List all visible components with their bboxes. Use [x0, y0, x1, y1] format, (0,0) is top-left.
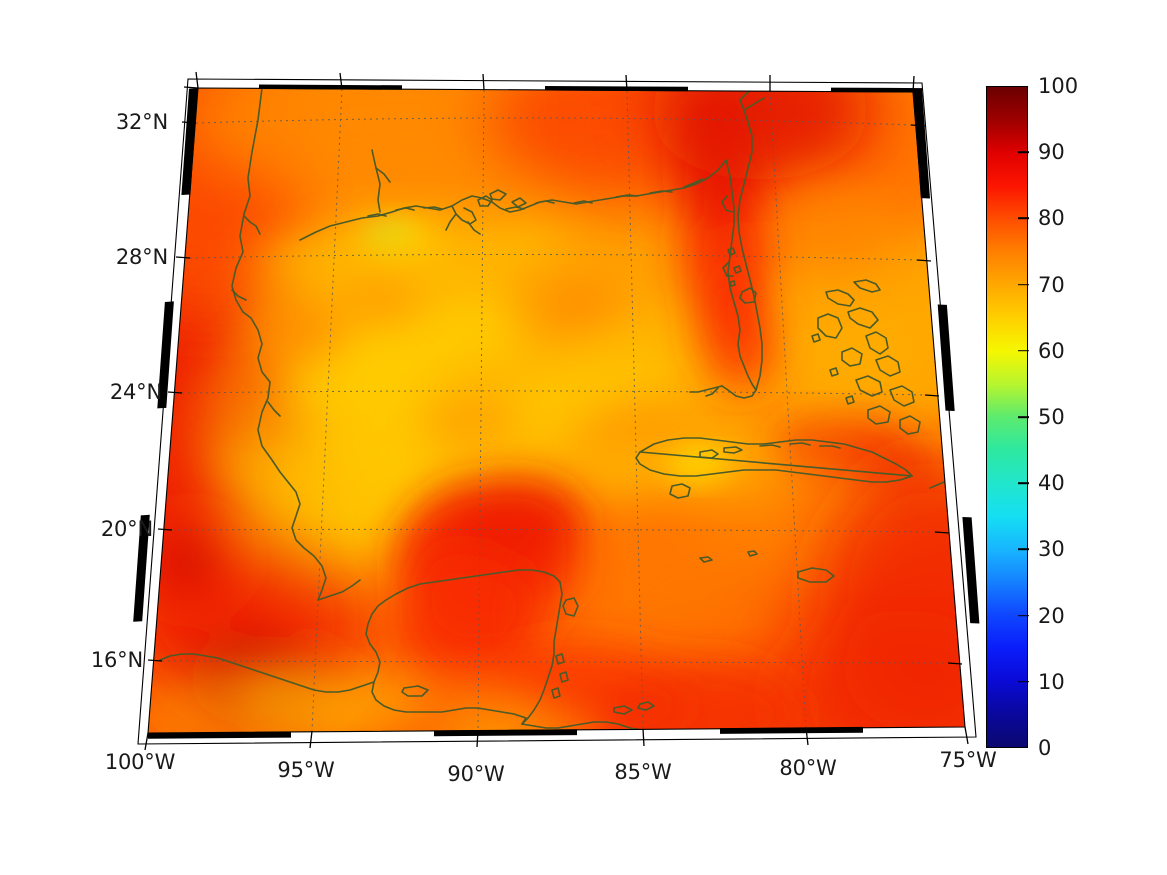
colorbar-tick-label-50: 50: [1038, 405, 1065, 429]
colorbar-tick-label-40: 40: [1038, 471, 1065, 496]
colorbar-tick-label-90: 90: [1038, 140, 1065, 165]
colorbar-tick-mark-90: [1018, 151, 1029, 153]
colorbar-tick-mark-60: [1018, 350, 1029, 352]
colorbar-tick-mark-50: [1018, 416, 1029, 418]
lon-tick-label-75w: 75°W: [939, 748, 997, 772]
lon-tick-label-90w: 90°W: [447, 762, 505, 786]
lon-tick-label-100w: 100°W: [104, 750, 176, 774]
lat-tick-label-20n: 20°N: [100, 517, 153, 541]
colorbar[interactable]: 100 90 80 70 60 50 40 30 20 10 0: [986, 74, 1078, 760]
map-canvas: [133, 71, 980, 751]
lat-tick-label-28n: 28°N: [115, 245, 168, 269]
colorbar-tick-label-60: 60: [1038, 338, 1065, 363]
lon-tick-label-80w: 80°W: [779, 756, 837, 780]
colorbar-tick-label-30: 30: [1038, 537, 1065, 562]
colorbar-tick-label-70: 70: [1038, 272, 1065, 297]
lon-tick-label-95w: 95°W: [277, 758, 335, 782]
colorbar-tick-label-80: 80: [1038, 206, 1065, 231]
lat-tick-label-16n: 16°N: [90, 648, 143, 672]
colorbar-tick-label-100: 100: [1038, 74, 1079, 98]
colorbar-tick-mark-70: [1018, 283, 1029, 286]
colorbar-tick-mark-80: [1018, 217, 1029, 220]
colorbar-tick-mark-20: [1018, 614, 1029, 617]
map-frame: [133, 71, 980, 751]
colorbar-tick-label-0: 0: [1038, 736, 1052, 760]
lon-tick-label-85w: 85°W: [614, 760, 672, 784]
colorbar-tick-mark-10: [1018, 681, 1029, 683]
colorbar-tick-label-10: 10: [1038, 669, 1065, 694]
colorbar-tick-mark-40: [1018, 482, 1029, 484]
colorbar-tick-label-20: 20: [1038, 603, 1065, 628]
colorbar-tick-mark-30: [1018, 548, 1029, 551]
lat-tick-label-32n: 32°N: [115, 110, 168, 134]
heatmap-field: [148, 88, 965, 733]
map-svg: [133, 71, 980, 751]
coastlines: [159, 88, 965, 733]
lat-tick-label-24n: 24°N: [109, 380, 162, 404]
